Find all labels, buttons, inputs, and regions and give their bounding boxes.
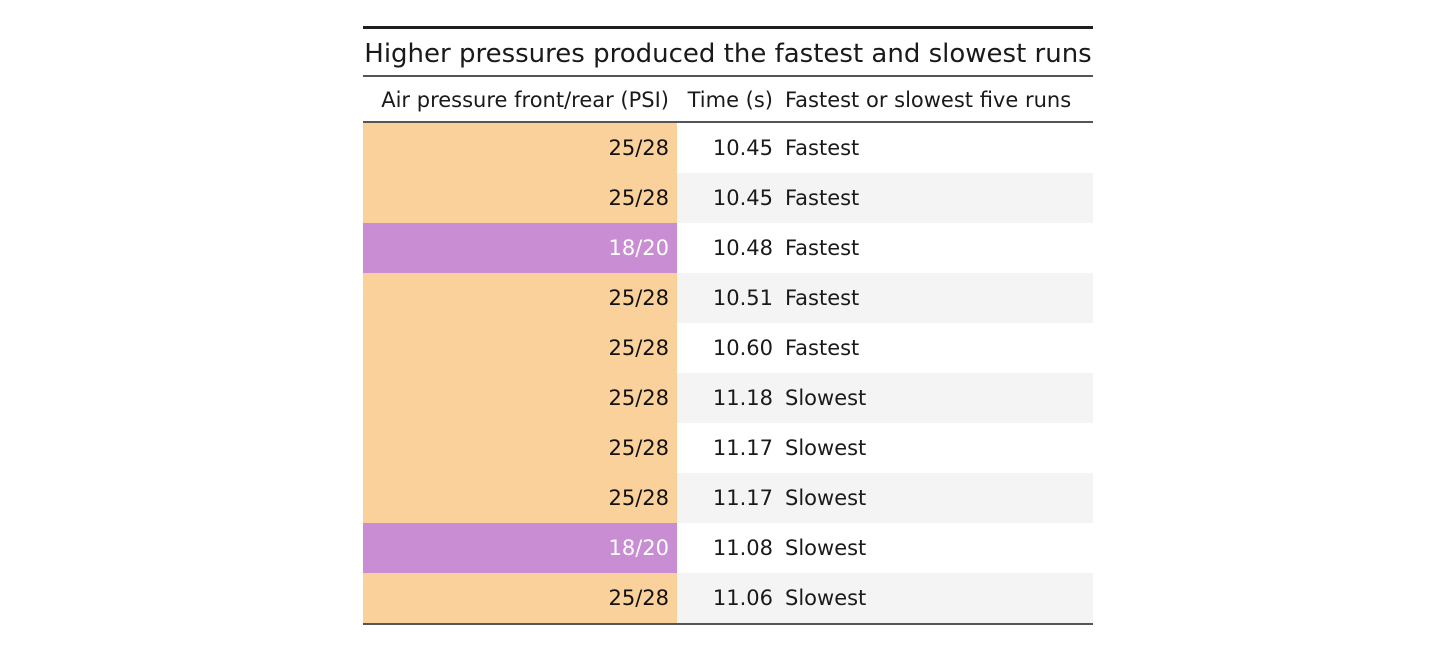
- column-header-time: Time (s): [687, 88, 773, 112]
- pressure-cell: 25/28: [363, 323, 677, 373]
- rank-cell: Slowest: [781, 573, 1093, 623]
- table-row: 25/28 10.45 Fastest: [363, 173, 1093, 223]
- time-cell: 10.60: [712, 336, 773, 360]
- table-row: 25/28 11.17 Slowest: [363, 423, 1093, 473]
- results-table: Higher pressures produced the fastest an…: [363, 26, 1093, 625]
- rank-cell: Fastest: [785, 236, 860, 260]
- table-row: 18/20 11.08 Slowest: [363, 523, 1093, 573]
- time-cell: 11.06: [677, 573, 781, 623]
- table-row: 18/20 10.48 Fastest: [363, 223, 1093, 273]
- pressure-cell: 18/20: [363, 223, 677, 273]
- table-row: 25/28 11.06 Slowest: [363, 573, 1093, 623]
- pressure-cell: 25/28: [363, 173, 677, 223]
- time-cell: 11.17: [677, 473, 781, 523]
- table-header: Air pressure front/rear (PSI) Time (s) F…: [363, 77, 1093, 123]
- table-title: Higher pressures produced the fastest an…: [363, 26, 1093, 77]
- rank-cell: Fastest: [781, 273, 1093, 323]
- rank-cell: Slowest: [781, 373, 1093, 423]
- pressure-cell: 25/28: [363, 123, 677, 173]
- pressure-cell: 25/28: [363, 273, 677, 323]
- rank-cell: Slowest: [781, 473, 1093, 523]
- table-row: 25/28 10.60 Fastest: [363, 323, 1093, 373]
- time-cell: 10.45: [712, 136, 773, 160]
- pressure-cell: 25/28: [363, 423, 677, 473]
- table-row: 25/28 10.51 Fastest: [363, 273, 1093, 323]
- time-cell: 11.17: [712, 436, 773, 460]
- table-row: 25/28 11.18 Slowest: [363, 373, 1093, 423]
- column-header-air-pressure: Air pressure front/rear (PSI): [381, 88, 669, 112]
- rank-cell: Fastest: [785, 336, 860, 360]
- pressure-cell: 25/28: [363, 573, 677, 623]
- time-cell: 11.08: [712, 536, 773, 560]
- table-row: 25/28 10.45 Fastest: [363, 123, 1093, 173]
- time-cell: 10.51: [677, 273, 781, 323]
- rank-cell: Slowest: [785, 436, 867, 460]
- rank-cell: Fastest: [781, 173, 1093, 223]
- time-cell: 11.18: [677, 373, 781, 423]
- pressure-cell: 25/28: [363, 473, 677, 523]
- time-cell: 10.45: [677, 173, 781, 223]
- rank-cell: Slowest: [785, 536, 867, 560]
- table-row: 25/28 11.17 Slowest: [363, 473, 1093, 523]
- rank-cell: Fastest: [785, 136, 860, 160]
- pressure-cell: 25/28: [363, 373, 677, 423]
- column-header-rank: Fastest or slowest five runs: [785, 88, 1072, 112]
- table-body: 25/28 10.45 Fastest 25/28 10.45 Fastest …: [363, 123, 1093, 625]
- time-cell: 10.48: [712, 236, 773, 260]
- pressure-cell: 18/20: [363, 523, 677, 573]
